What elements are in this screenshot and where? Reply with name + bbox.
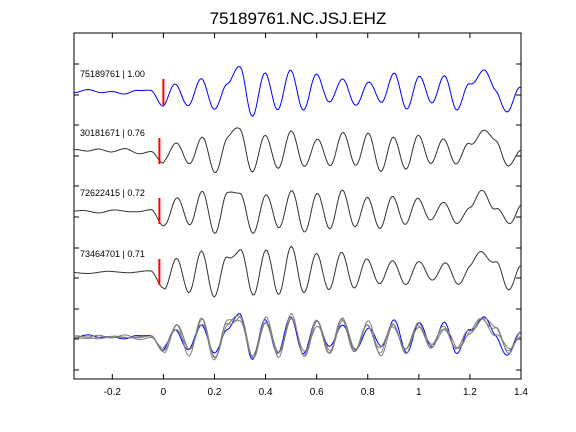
x-tick-label: 0.2: [208, 387, 222, 398]
trace-label-30181671: 30181671 | 0.76: [80, 128, 145, 138]
x-tick-label: 0.6: [310, 387, 324, 398]
x-tick-label: -0.2: [104, 387, 122, 398]
x-tick-label: 0: [161, 387, 167, 398]
trace-label-72622415: 72622415 | 0.72: [80, 188, 145, 198]
trace-label-75189761: 75189761 | 1.00: [80, 69, 145, 79]
x-tick-label: 1.2: [463, 387, 477, 398]
chart-title: 75189761.NC.JSJ.EHZ: [210, 9, 387, 28]
x-tick-label: 0.4: [259, 387, 273, 398]
trace-73464701: [73, 245, 522, 298]
x-tick-label: 1: [416, 387, 422, 398]
plot-frame: [73, 32, 522, 380]
x-tick-label: 0.8: [361, 387, 375, 398]
trace-75189761: [73, 66, 522, 117]
trace-72622415: [73, 189, 522, 235]
trace-label-73464701: 73464701 | 0.71: [80, 249, 145, 259]
overlay-trace-75189761: [73, 313, 522, 361]
trace-30181671: [73, 127, 522, 174]
x-tick-label: 1.4: [514, 387, 528, 398]
overlay-trace-73464701: [73, 312, 522, 361]
plot-area: -0.2 0 0.2 0.4 0.6 0.8 1 1.2 1.4 75189761 | 1.00 3…: [73, 32, 528, 398]
